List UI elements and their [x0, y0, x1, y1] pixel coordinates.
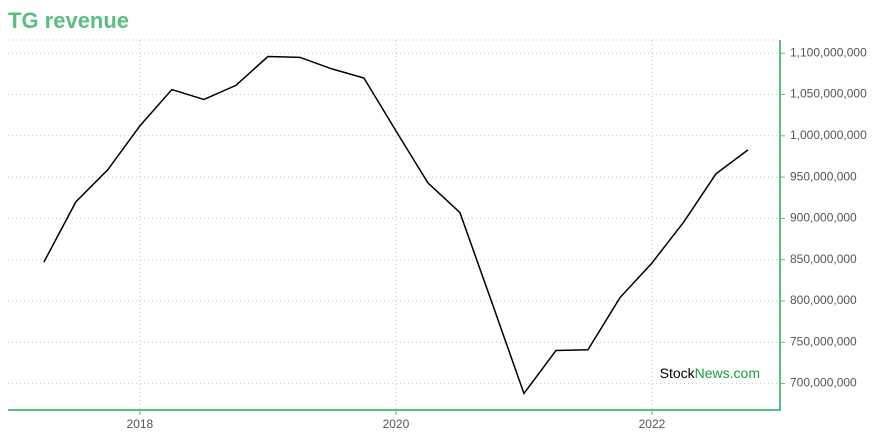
watermark-part: News.com — [695, 365, 760, 381]
line — [43, 55, 749, 396]
x-tick-label: 2022 — [639, 417, 666, 431]
y-tick-label: 950,000,000 — [790, 169, 857, 183]
chart-title: TG revenue — [8, 8, 129, 33]
y-tick-label: 1,050,000,000 — [790, 87, 867, 101]
y-tick-label: 1,100,000,000 — [790, 45, 867, 59]
y-tick-label: 750,000,000 — [790, 334, 857, 348]
y-tick-label: 850,000,000 — [790, 252, 857, 266]
y-tick-label: 800,000,000 — [790, 293, 857, 307]
watermark: StockNews.com — [660, 365, 760, 381]
x-tick-label: 2018 — [127, 417, 154, 431]
y-tick-label: 700,000,000 — [790, 376, 857, 390]
x-tick-label: 2020 — [383, 417, 410, 431]
y-tick-label: 900,000,000 — [790, 211, 857, 225]
y-tick-label: 1,000,000,000 — [790, 128, 867, 142]
watermark-part: Stock — [660, 365, 696, 381]
